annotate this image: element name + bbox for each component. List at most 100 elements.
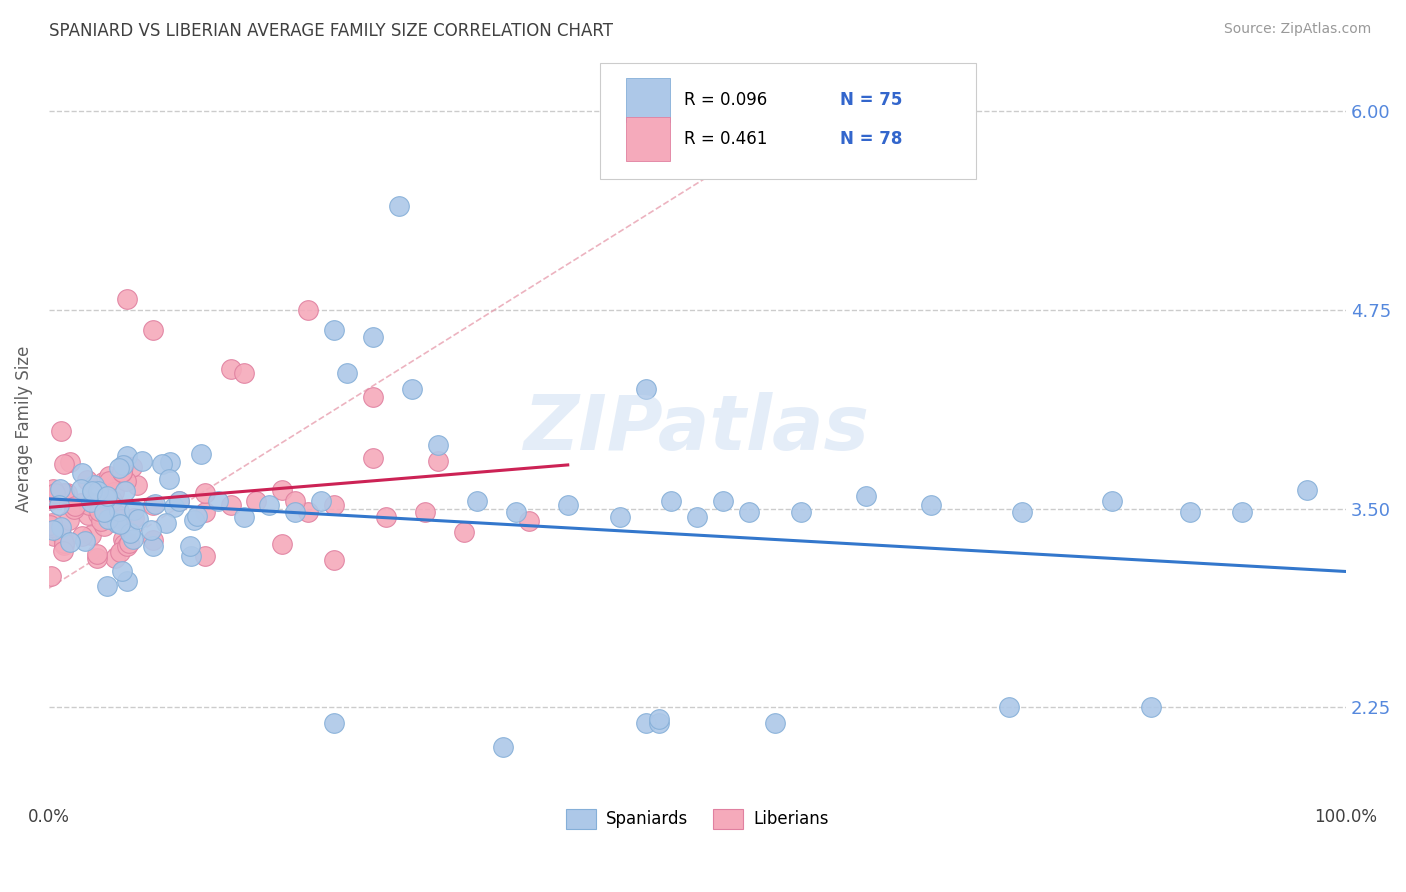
Point [86, 551, 108, 566]
Point [70, 529, 93, 543]
Point [232, 367, 254, 381]
Point [634, 716, 657, 731]
Point [142, 540, 165, 554]
Point [101, 492, 124, 507]
Point [42, 483, 65, 497]
FancyBboxPatch shape [600, 62, 976, 178]
FancyBboxPatch shape [626, 117, 671, 161]
Point [388, 199, 411, 213]
Point [167, 493, 190, 508]
Text: SPANIARD VS LIBERIAN AVERAGE FAMILY SIZE CORRELATION CHART: SPANIARD VS LIBERIAN AVERAGE FAMILY SIZE… [49, 22, 613, 40]
Text: R = 0.461: R = 0.461 [685, 130, 768, 148]
Point [159, 455, 181, 469]
Point [63, 501, 86, 516]
Point [647, 712, 669, 726]
Point [517, 514, 540, 528]
Point [53, 458, 76, 472]
Text: Source: ZipAtlas.com: Source: ZipAtlas.com [1223, 22, 1371, 37]
Point [56, 485, 79, 500]
Point [80, 495, 103, 509]
Point [38, 493, 60, 508]
Point [115, 292, 138, 306]
Point [105, 516, 128, 530]
Point [111, 564, 134, 578]
Point [647, 716, 669, 731]
Point [763, 716, 786, 731]
Text: N = 78: N = 78 [841, 130, 903, 148]
Point [120, 526, 142, 541]
Point [361, 450, 384, 465]
Point [39, 568, 62, 582]
Point [83, 478, 105, 492]
Point [142, 323, 165, 337]
Point [111, 465, 134, 479]
Point [112, 458, 135, 472]
Point [609, 509, 631, 524]
FancyBboxPatch shape [626, 78, 671, 121]
Point [232, 509, 254, 524]
Point [311, 493, 333, 508]
Point [297, 302, 319, 317]
Point [142, 533, 165, 548]
Point [93, 519, 115, 533]
Point [131, 454, 153, 468]
Text: N = 75: N = 75 [841, 91, 903, 109]
Point [93, 505, 115, 519]
Point [112, 458, 135, 472]
Point [711, 493, 734, 508]
Point [42, 529, 65, 543]
Point [110, 512, 132, 526]
Point [53, 538, 76, 552]
Point [163, 500, 186, 514]
Point [323, 323, 346, 337]
Point [127, 512, 149, 526]
Point [114, 483, 136, 498]
Point [186, 508, 208, 523]
Point [98, 475, 121, 489]
Point [143, 497, 166, 511]
Point [70, 467, 93, 481]
Point [194, 549, 217, 564]
Point [1180, 505, 1202, 519]
Point [284, 493, 307, 508]
Point [93, 475, 115, 489]
Point [73, 533, 96, 548]
Point [86, 548, 108, 562]
Point [108, 460, 131, 475]
Point [49, 526, 72, 541]
Point [790, 505, 813, 519]
Point [855, 489, 877, 503]
Point [80, 483, 103, 498]
Point [661, 493, 683, 508]
Point [63, 499, 86, 513]
Point [1140, 700, 1163, 714]
Point [271, 483, 294, 497]
Point [41, 519, 63, 533]
Point [259, 499, 281, 513]
Point [108, 504, 131, 518]
Point [104, 551, 127, 566]
Point [52, 485, 75, 500]
Text: ZIPatlas: ZIPatlas [524, 392, 870, 466]
Point [70, 496, 93, 510]
Point [453, 525, 475, 540]
Point [219, 499, 242, 513]
Point [284, 505, 307, 519]
Text: R = 0.096: R = 0.096 [685, 91, 768, 109]
Point [59, 534, 82, 549]
Point [87, 508, 110, 522]
Point [38, 518, 60, 533]
Point [194, 485, 217, 500]
Point [1011, 505, 1033, 519]
Point [686, 509, 709, 524]
Point [336, 367, 359, 381]
Point [115, 449, 138, 463]
Point [110, 517, 132, 532]
Point [115, 574, 138, 589]
Point [41, 516, 63, 530]
Point [97, 511, 120, 525]
Point [413, 505, 436, 519]
Point [179, 539, 201, 553]
Point [51, 543, 73, 558]
Point [108, 545, 131, 559]
